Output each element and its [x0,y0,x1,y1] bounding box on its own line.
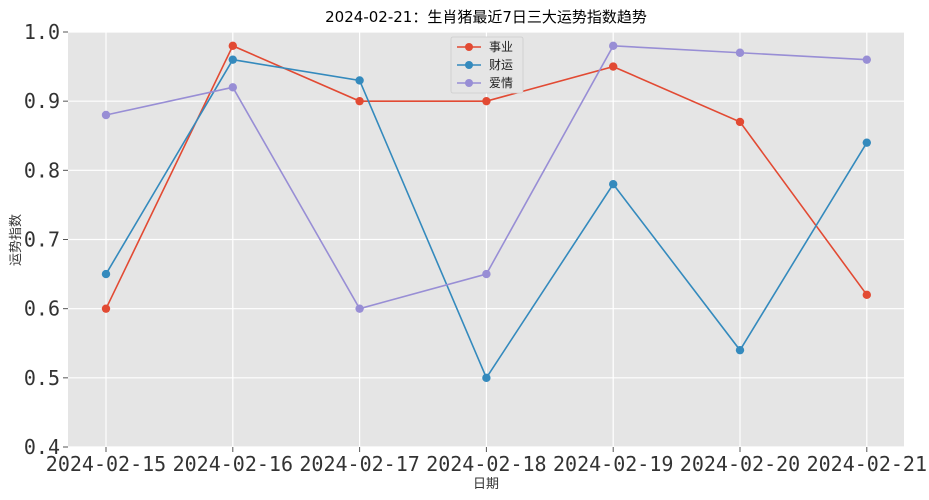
x-axis-label: 日期 [473,477,499,492]
legend-marker [465,43,473,51]
data-point [735,48,745,57]
x-tick-label: 2024-02-20 [680,452,800,476]
data-point [101,269,111,279]
legend-item: 爱情 [457,76,513,90]
series-3 [101,41,871,313]
data-point [862,55,871,64]
data-point [101,110,111,120]
y-tick-label: 0.8 [24,158,60,182]
series-2 [101,55,871,383]
data-point [101,304,111,313]
data-point [355,96,364,106]
x-tick-label: 2024-02-17 [299,452,419,476]
legend-label: 事业 [489,40,513,54]
legend-marker [465,79,473,87]
legend-marker [465,61,473,69]
data-point [482,373,491,383]
x-tick-label: 2024-02-19 [553,452,673,476]
y-tick-label: 0.9 [24,89,60,113]
data-point [228,83,237,92]
data-point [228,41,237,51]
y-tick-label: 1.0 [24,20,60,44]
series-1 [101,41,871,313]
data-point [609,41,618,51]
y-axis-label: 运势指数 [8,214,24,266]
y-axis-ticks: 0.4 0.5 0.6 0.7 0.8 0.9 1.0 [24,20,68,459]
data-point [482,269,491,279]
legend-label: 爱情 [489,76,513,90]
legend-label: 财运 [489,58,513,72]
data-point [609,62,618,71]
y-tick-label: 0.4 [24,435,60,459]
data-point [862,138,871,147]
x-tick-label: 2024-02-15 [46,452,166,476]
y-tick-label: 0.5 [24,366,60,390]
x-tick-label: 2024-02-18 [426,452,546,476]
legend-item: 事业 [457,40,513,54]
data-point [609,179,618,189]
data-point [862,290,871,300]
x-axis-ticks: 2024-02-15 2024-02-16 2024-02-17 2024-02-18… [46,447,927,476]
data-point [735,345,745,355]
data-point [228,55,237,64]
y-tick-label: 0.7 [24,228,60,252]
data-point [482,96,491,106]
data-point [355,76,364,85]
x-tick-label: 2024-02-16 [173,452,293,476]
series-lines [101,41,871,383]
y-tick-label: 0.6 [24,297,60,321]
data-point [735,117,745,127]
legend-item: 财运 [457,58,513,72]
data-point [355,304,364,313]
chart-title: 2024-02-21：生肖猪最近7日三大运势指数趋势 [325,8,647,26]
x-tick-label: 2024-02-21 [807,452,927,476]
